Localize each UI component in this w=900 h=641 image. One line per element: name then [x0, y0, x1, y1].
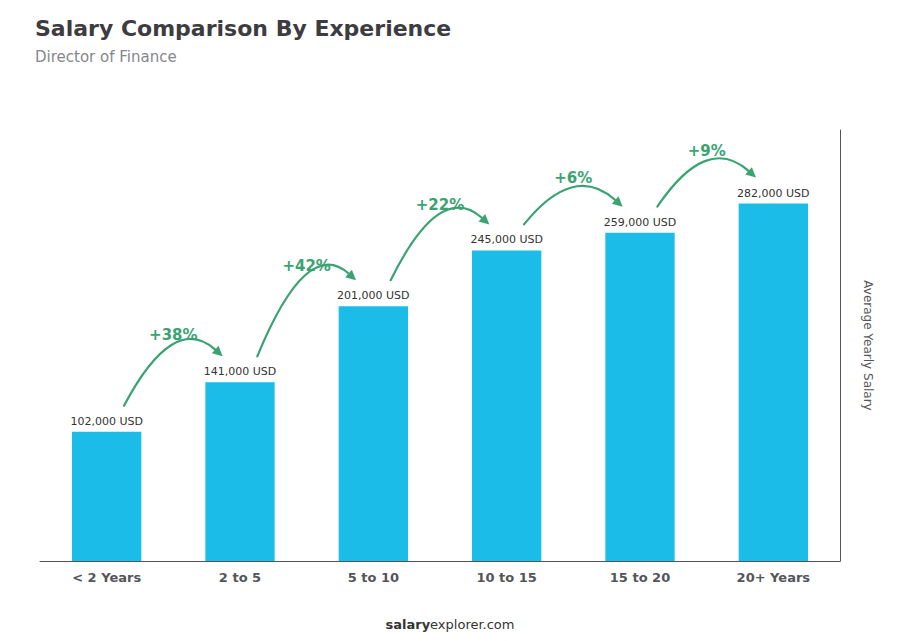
svg-text:salary: salary [385, 617, 430, 632]
svg-text:Director of Finance: Director of Finance [35, 48, 177, 66]
svg-text:141,000 USD: 141,000 USD [204, 365, 277, 378]
svg-text:explorer.com: explorer.com [430, 617, 514, 632]
svg-text:Average Yearly Salary: Average Yearly Salary [861, 280, 875, 410]
svg-text:+6%: +6% [554, 169, 592, 187]
svg-text:245,000 USD: 245,000 USD [470, 233, 543, 246]
svg-text:+9%: +9% [688, 142, 726, 160]
svg-text:+22%: +22% [416, 196, 464, 214]
svg-text:282,000 USD: 282,000 USD [737, 187, 810, 200]
svg-text:< 2 Years: < 2 Years [72, 570, 141, 585]
svg-text:20+ Years: 20+ Years [737, 570, 811, 585]
svg-text:15 to 20: 15 to 20 [610, 570, 670, 585]
svg-text:+42%: +42% [282, 257, 330, 275]
svg-text:259,000 USD: 259,000 USD [604, 216, 677, 229]
svg-text:5 to 10: 5 to 10 [348, 570, 399, 585]
svg-text:201,000 USD: 201,000 USD [337, 289, 410, 302]
svg-text:10 to 15: 10 to 15 [476, 570, 536, 585]
svg-text:2 to 5: 2 to 5 [219, 570, 261, 585]
svg-text:102,000 USD: 102,000 USD [70, 415, 143, 428]
svg-text:Salary Comparison By Experienc: Salary Comparison By Experience [35, 16, 451, 41]
svg-text:+38%: +38% [149, 326, 197, 344]
